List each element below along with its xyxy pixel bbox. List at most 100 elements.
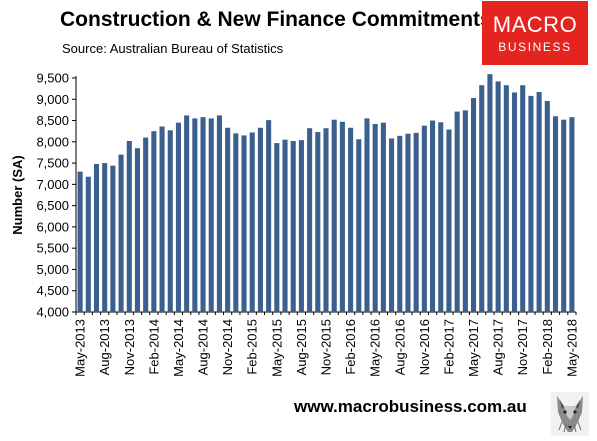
bar <box>364 118 370 312</box>
bar <box>348 127 354 312</box>
bar <box>126 140 132 312</box>
macrobusiness-logo: MACRO BUSINESS <box>482 1 588 65</box>
y-tick-label: 4,500 <box>36 283 69 298</box>
y-tick-label: 9,500 <box>36 71 69 86</box>
bar <box>552 116 559 312</box>
footer-url: www.macrobusiness.com.au <box>294 397 527 416</box>
bar <box>233 133 239 312</box>
y-tick-label: 7,500 <box>36 156 69 171</box>
bar <box>528 95 534 313</box>
bar <box>544 100 550 312</box>
bar <box>118 154 124 312</box>
bar <box>536 92 542 312</box>
x-tick-label: Aug-2014 <box>196 319 211 375</box>
bar <box>413 132 419 312</box>
bar <box>495 81 501 313</box>
bar <box>356 139 362 312</box>
bar <box>315 132 321 312</box>
bar <box>397 135 403 312</box>
x-tick-label: Aug-2016 <box>392 319 407 375</box>
bar <box>454 111 460 312</box>
bar <box>257 127 263 312</box>
bar <box>520 85 526 312</box>
bar <box>380 122 386 312</box>
x-tick-label: Aug-2015 <box>294 319 309 375</box>
x-tick-label: May-2017 <box>466 319 481 377</box>
x-tick-label: May-2016 <box>368 319 383 377</box>
bar <box>446 129 452 312</box>
bar <box>503 85 509 312</box>
chart-title: Construction & New Finance Commitments <box>60 8 492 31</box>
bar <box>372 123 378 312</box>
x-tick-label: May-2014 <box>171 319 186 377</box>
bar <box>93 163 100 312</box>
logo-line-1: MACRO <box>492 12 578 37</box>
bar <box>339 121 345 312</box>
wolf-head-icon <box>551 392 589 436</box>
x-tick-label: Feb-2015 <box>245 319 260 375</box>
bar <box>143 137 149 312</box>
bar <box>134 148 141 312</box>
x-tick-label: Nov-2017 <box>515 319 530 375</box>
source-note: Source: Australian Bureau of Statistics <box>62 41 284 56</box>
bar <box>479 85 485 312</box>
bar <box>85 176 91 312</box>
bar <box>389 138 395 312</box>
bar <box>274 143 280 312</box>
y-tick-label: 4,000 <box>36 305 69 320</box>
bar <box>225 127 231 312</box>
bar <box>102 163 108 312</box>
x-tick-label: Nov-2015 <box>319 319 334 375</box>
x-tick-label: May-2015 <box>269 319 284 377</box>
bar <box>421 125 427 313</box>
y-tick-label: 8,000 <box>36 134 69 149</box>
y-tick-label: 5,000 <box>36 262 69 277</box>
bar <box>569 117 575 312</box>
bar <box>487 74 493 312</box>
bar <box>405 133 411 312</box>
bar <box>298 140 304 312</box>
bar <box>290 140 296 312</box>
y-tick-label: 9,000 <box>36 92 69 107</box>
bar <box>200 117 206 312</box>
x-tick-label: Feb-2016 <box>343 319 358 375</box>
bar <box>511 92 518 312</box>
bar <box>266 120 272 313</box>
bar <box>216 115 222 312</box>
x-tick-label: May-2013 <box>73 319 88 377</box>
bar <box>462 110 468 312</box>
bar <box>159 126 165 312</box>
y-tick-label: 7,000 <box>36 177 69 192</box>
bar <box>241 135 247 312</box>
bar <box>167 130 173 312</box>
y-tick-label: 8,500 <box>36 113 69 128</box>
x-tick-label: Aug-2017 <box>491 319 506 375</box>
bar <box>282 139 288 312</box>
bar <box>561 119 567 312</box>
bar <box>438 122 444 312</box>
bar <box>175 122 181 312</box>
bar <box>151 131 157 312</box>
bar <box>307 128 313 312</box>
y-axis-title: Number (SA) <box>10 155 25 234</box>
x-tick-label: May-2018 <box>564 319 579 377</box>
bar <box>208 118 214 312</box>
x-tick-label: Feb-2018 <box>540 319 555 375</box>
logo-line-2: BUSINESS <box>498 40 572 54</box>
x-tick-label: Nov-2014 <box>220 319 235 375</box>
bar <box>323 128 329 312</box>
bar <box>430 120 436 312</box>
x-tick-label: Aug-2013 <box>97 319 112 375</box>
bar <box>471 98 477 312</box>
bar <box>77 171 83 312</box>
x-tick-label: Nov-2013 <box>122 319 137 375</box>
x-tick-label: Nov-2016 <box>417 319 432 375</box>
y-tick-label: 6,500 <box>36 198 69 213</box>
y-tick-label: 5,500 <box>36 241 69 256</box>
bar <box>249 132 255 312</box>
bar <box>184 115 190 312</box>
x-tick-label: Feb-2017 <box>441 319 456 375</box>
x-tick-label: Feb-2014 <box>146 319 161 375</box>
y-tick-label: 6,000 <box>36 219 69 234</box>
